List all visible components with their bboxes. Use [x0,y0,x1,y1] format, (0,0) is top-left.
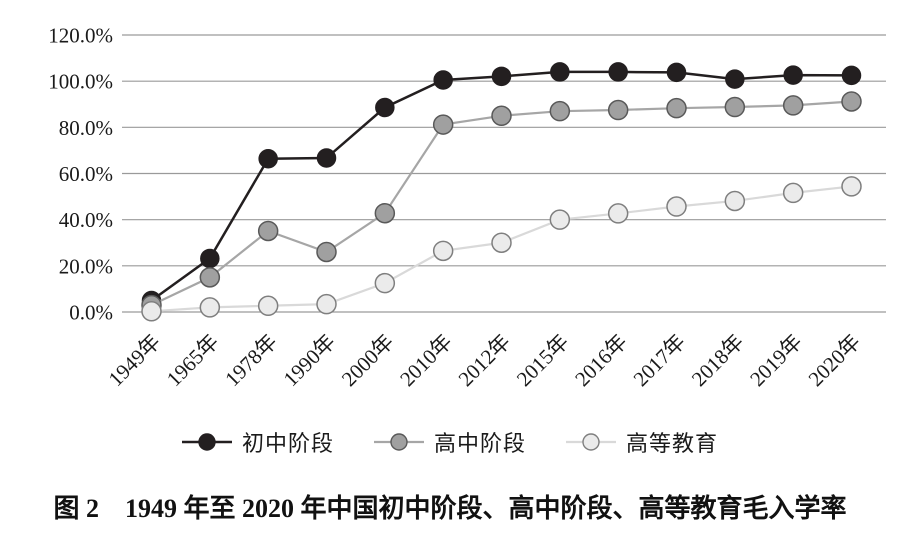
x-axis-tick-label: 2012年 [454,330,516,392]
data-point-junior-secondary [491,66,512,87]
data-point-senior-secondary [549,100,571,122]
y-axis-tick-label: 40.0% [59,208,113,232]
x-axis-tick-label: 2016年 [570,330,632,392]
data-point-junior-secondary [725,69,745,89]
legend-label: 初中阶段 [241,431,334,456]
legend-item-junior-secondary: 初中阶段 [181,426,334,458]
y-axis-tick-label: 120.0% [48,24,113,48]
figure-caption: 图 2 1949 年至 2020 年中国初中阶段、高中阶段、高等教育毛入学率 [53,494,847,523]
y-axis-tick-label: 60.0% [59,162,113,186]
data-point-junior-secondary [433,70,453,90]
data-point-junior-secondary [608,62,628,82]
legend-label: 高中阶段 [433,431,526,456]
x-axis-tick-label: 2020年 [804,330,866,392]
data-point-junior-secondary [783,65,803,85]
data-point-senior-secondary [782,95,804,116]
legend-marker-senior-secondary-icon [373,433,424,451]
data-point-junior-secondary [316,148,337,168]
data-point-junior-secondary [258,148,278,169]
line-chart: 0.0% 20.0% 40.0% 60.0% 80.0% 100.0% 120.0% 1949… [48,24,886,392]
x-axis-tick-label: 1949年 [104,330,166,392]
legend-label: 高等教育 [626,431,719,456]
data-point-higher-education [432,240,454,262]
x-axis-tick-label: 2019年 [745,330,807,392]
x-axis-tick-label: 1990年 [279,330,341,392]
data-point-senior-secondary [724,96,746,118]
x-axis-tick-label: 1978年 [220,330,282,392]
data-point-senior-secondary [199,267,221,288]
data-point-senior-secondary [666,97,687,119]
data-point-junior-secondary [550,62,570,82]
legend-item-senior-secondary: 高中阶段 [373,426,526,458]
x-axis-tick-label: 2018年 [687,330,749,392]
data-point-junior-secondary [200,248,220,269]
x-axis-tick-label: 2017年 [629,330,691,392]
data-point-higher-education [141,301,162,322]
legend: 初中阶段 高中阶段 高等教育 [0,422,900,462]
data-point-higher-education [841,176,862,197]
data-point-junior-secondary [666,62,687,83]
legend-marker-higher-education-icon [566,433,616,451]
x-axis-tick-label: 2000年 [337,330,399,392]
x-axis-tick-label: 1965年 [162,330,224,392]
x-axis-tick-label: 2015年 [512,330,574,392]
y-axis-tick-label: 20.0% [59,254,113,278]
data-point-higher-education [782,182,804,204]
data-point-senior-secondary [257,220,279,242]
legend-item-higher-education: 高等教育 [566,426,718,458]
data-point-higher-education [199,297,221,318]
data-point-higher-education [666,196,687,217]
data-point-higher-education [491,232,512,253]
y-axis-tick-label: 100.0% [48,70,113,94]
y-axis-tick-label: 80.0% [59,116,113,140]
y-axis-tick-label: 0.0% [69,301,113,325]
data-point-junior-secondary [375,97,395,118]
legend-marker-junior-secondary-icon [181,433,232,451]
data-point-higher-education [607,203,629,224]
data-point-senior-secondary [316,241,337,263]
data-point-junior-secondary [841,65,862,86]
data-point-senior-secondary [432,114,454,135]
data-point-higher-education [724,190,746,212]
data-point-senior-secondary [491,105,512,127]
data-point-senior-secondary [607,99,629,121]
data-point-higher-education [257,295,279,317]
data-point-senior-secondary [374,202,396,224]
data-point-higher-education [374,272,396,294]
data-point-higher-education [316,293,337,315]
data-point-senior-secondary [841,91,862,112]
data-point-higher-education [549,209,571,230]
series-line-senior-secondary [151,100,852,307]
x-axis-tick-label: 2010年 [395,330,457,392]
